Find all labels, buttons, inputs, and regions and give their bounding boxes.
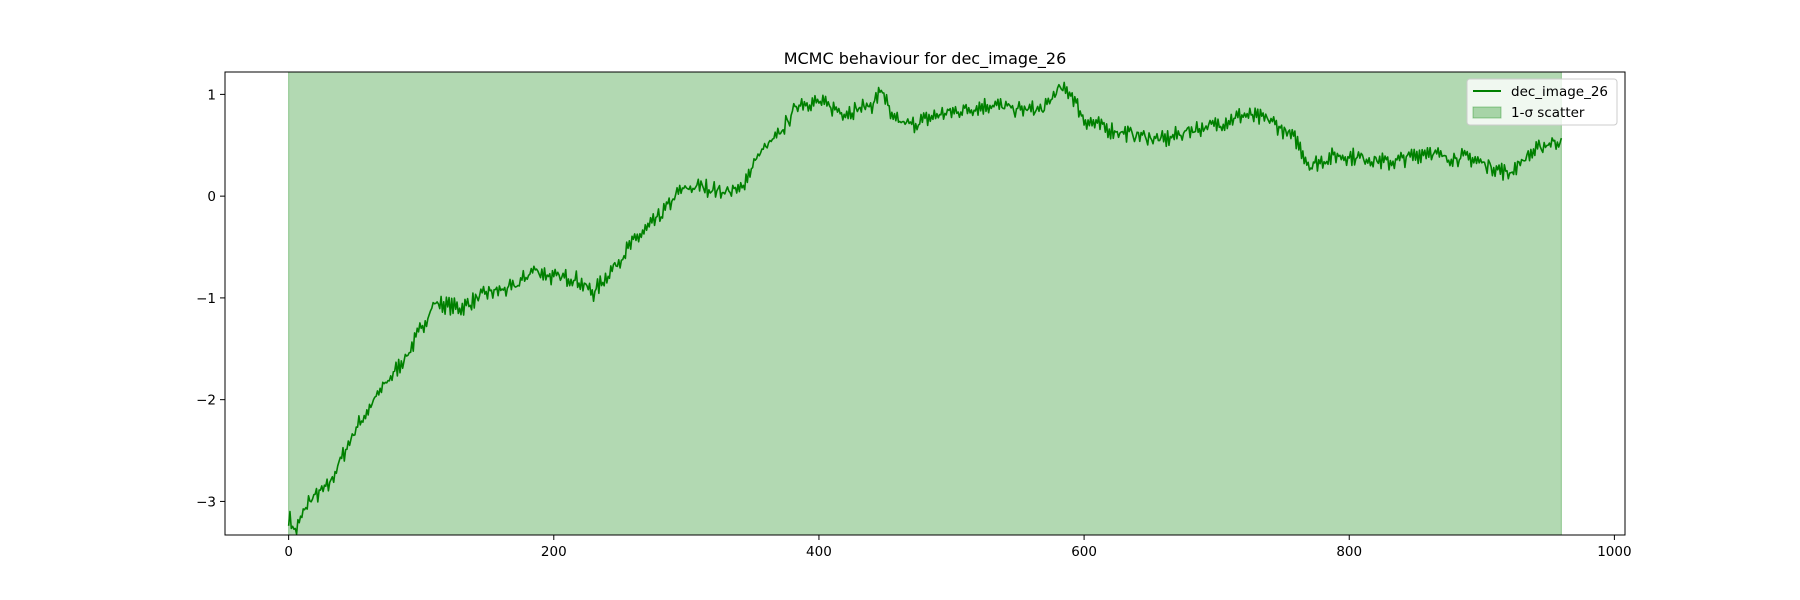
legend: dec_image_26 1-σ scatter xyxy=(1466,78,1618,126)
trace-line xyxy=(287,81,1563,535)
x-tick-label: 800 xyxy=(1336,544,1362,560)
legend-label-trace: dec_image_26 xyxy=(1511,84,1608,100)
x-tick-label: 1000 xyxy=(1597,544,1631,560)
scatter-band xyxy=(288,71,1562,536)
y-tick-label: −3 xyxy=(196,494,216,510)
legend-label-band: 1-σ scatter xyxy=(1511,105,1585,121)
legend-box xyxy=(1466,78,1618,126)
plot-frame xyxy=(224,71,1626,536)
y-tick-label: −2 xyxy=(196,393,216,409)
x-tick-label: 600 xyxy=(1071,544,1097,560)
x-tick-label: 0 xyxy=(284,544,293,560)
y-tick-label: 1 xyxy=(207,87,216,103)
y-axis: −3 −2 −1 0 1 xyxy=(196,87,225,510)
x-tick-label: 400 xyxy=(806,544,832,560)
scatter-band-layer xyxy=(288,71,1562,536)
y-tick-label: 0 xyxy=(207,189,216,205)
x-tick-label: 200 xyxy=(541,544,567,560)
y-tick-label: −1 xyxy=(196,291,216,307)
chart-title: MCMC behaviour for dec_image_26 xyxy=(784,49,1067,69)
legend-band-swatch xyxy=(1472,106,1502,119)
trace-line-layer xyxy=(287,81,1563,535)
x-axis: 0 200 400 600 800 1000 xyxy=(284,535,1632,560)
